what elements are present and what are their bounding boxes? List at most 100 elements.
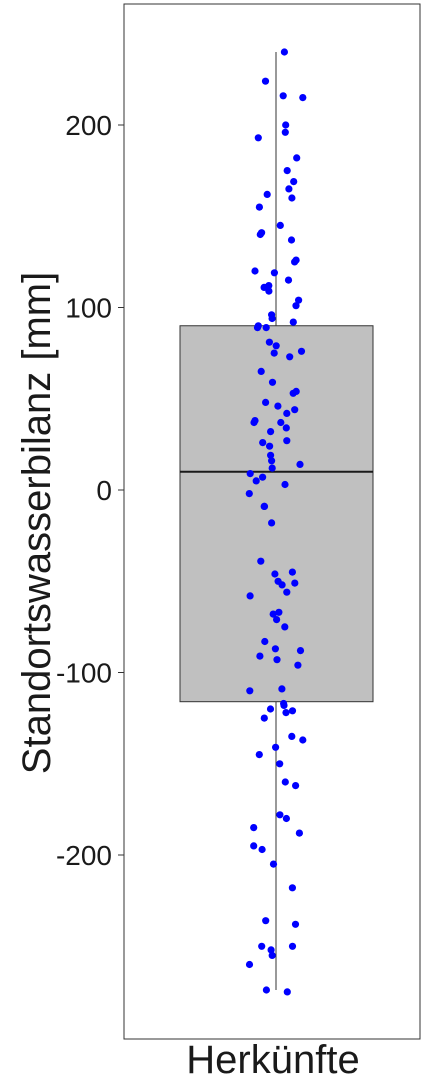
data-point xyxy=(262,398,270,406)
data-point xyxy=(292,782,300,790)
data-point xyxy=(296,647,305,655)
y-tick-label: 200 xyxy=(65,110,112,141)
data-point xyxy=(268,519,276,527)
y-tick-label: 100 xyxy=(65,293,112,324)
data-point xyxy=(269,610,277,618)
data-point xyxy=(278,581,286,589)
data-point xyxy=(256,652,264,660)
data-point xyxy=(280,48,288,56)
data-point xyxy=(281,623,289,631)
data-point xyxy=(246,687,254,695)
data-point xyxy=(271,570,279,578)
data-point xyxy=(283,167,291,175)
data-point xyxy=(288,732,296,741)
data-point xyxy=(259,473,267,481)
data-point xyxy=(251,267,259,275)
y-tick-label: -100 xyxy=(56,658,112,689)
data-point xyxy=(283,409,291,417)
data-point xyxy=(283,588,291,596)
data-point xyxy=(282,814,290,823)
data-point xyxy=(267,428,275,436)
data-point xyxy=(285,185,293,193)
data-point xyxy=(276,760,284,768)
data-point xyxy=(246,470,254,478)
data-point xyxy=(276,811,284,819)
data-point xyxy=(262,986,270,994)
data-point xyxy=(267,946,275,954)
data-point xyxy=(291,406,299,414)
data-point xyxy=(268,378,277,386)
data-point xyxy=(256,230,264,239)
data-point xyxy=(282,709,290,717)
data-point xyxy=(283,437,291,445)
data-point xyxy=(253,324,262,332)
data-point xyxy=(278,685,286,693)
data-point xyxy=(257,367,265,375)
data-point xyxy=(281,128,289,136)
data-point xyxy=(267,451,275,459)
data-point xyxy=(265,338,273,346)
data-point xyxy=(281,778,289,786)
data-point xyxy=(277,418,285,427)
data-point xyxy=(245,490,253,498)
data-point xyxy=(282,121,290,129)
data-point xyxy=(275,608,283,616)
data-point xyxy=(263,190,271,198)
data-point xyxy=(284,276,293,284)
data-point xyxy=(294,661,302,669)
data-point xyxy=(295,829,303,837)
data-point xyxy=(299,736,307,744)
x-axis-title: Herkünfte xyxy=(186,1038,359,1079)
data-point xyxy=(258,942,266,950)
data-point xyxy=(293,154,301,162)
data-point xyxy=(270,269,278,277)
data-point xyxy=(271,645,279,653)
data-point xyxy=(288,884,296,892)
data-point xyxy=(246,592,254,600)
y-tick-label: 0 xyxy=(96,475,112,506)
data-point xyxy=(250,824,258,832)
data-point xyxy=(265,287,273,295)
data-point xyxy=(269,860,278,868)
data-point xyxy=(258,845,266,854)
data-point xyxy=(273,616,281,624)
data-point xyxy=(292,302,300,310)
data-point xyxy=(252,477,260,485)
data-point xyxy=(262,917,270,925)
data-point xyxy=(261,77,270,85)
data-point xyxy=(295,296,303,304)
data-point xyxy=(262,324,270,332)
data-point xyxy=(260,714,268,722)
data-point xyxy=(289,389,297,397)
data-point xyxy=(266,705,275,713)
data-point xyxy=(291,920,300,928)
data-point xyxy=(283,988,291,996)
data-point xyxy=(260,502,268,510)
data-point xyxy=(289,318,297,326)
data-point xyxy=(270,349,278,357)
data-point xyxy=(288,707,297,715)
y-tick-label: -200 xyxy=(56,840,112,871)
data-point xyxy=(268,951,276,960)
data-point xyxy=(279,92,287,100)
data-point xyxy=(288,568,296,576)
data-point xyxy=(272,743,280,751)
y-axis-title: Standortswasserbilanz [mm] xyxy=(15,272,59,774)
data-point xyxy=(276,221,284,229)
data-point xyxy=(274,402,282,410)
data-point xyxy=(296,460,304,468)
data-point xyxy=(245,960,254,969)
data-point xyxy=(291,579,299,587)
data-point xyxy=(280,701,288,710)
data-point xyxy=(288,942,297,950)
data-point xyxy=(299,94,307,102)
data-point xyxy=(259,439,267,447)
data-point xyxy=(254,134,262,142)
data-point xyxy=(255,203,263,211)
data-point xyxy=(268,457,276,465)
data-point xyxy=(288,194,296,202)
data-point xyxy=(272,342,280,350)
data-point xyxy=(268,314,276,323)
data-point xyxy=(291,258,299,266)
